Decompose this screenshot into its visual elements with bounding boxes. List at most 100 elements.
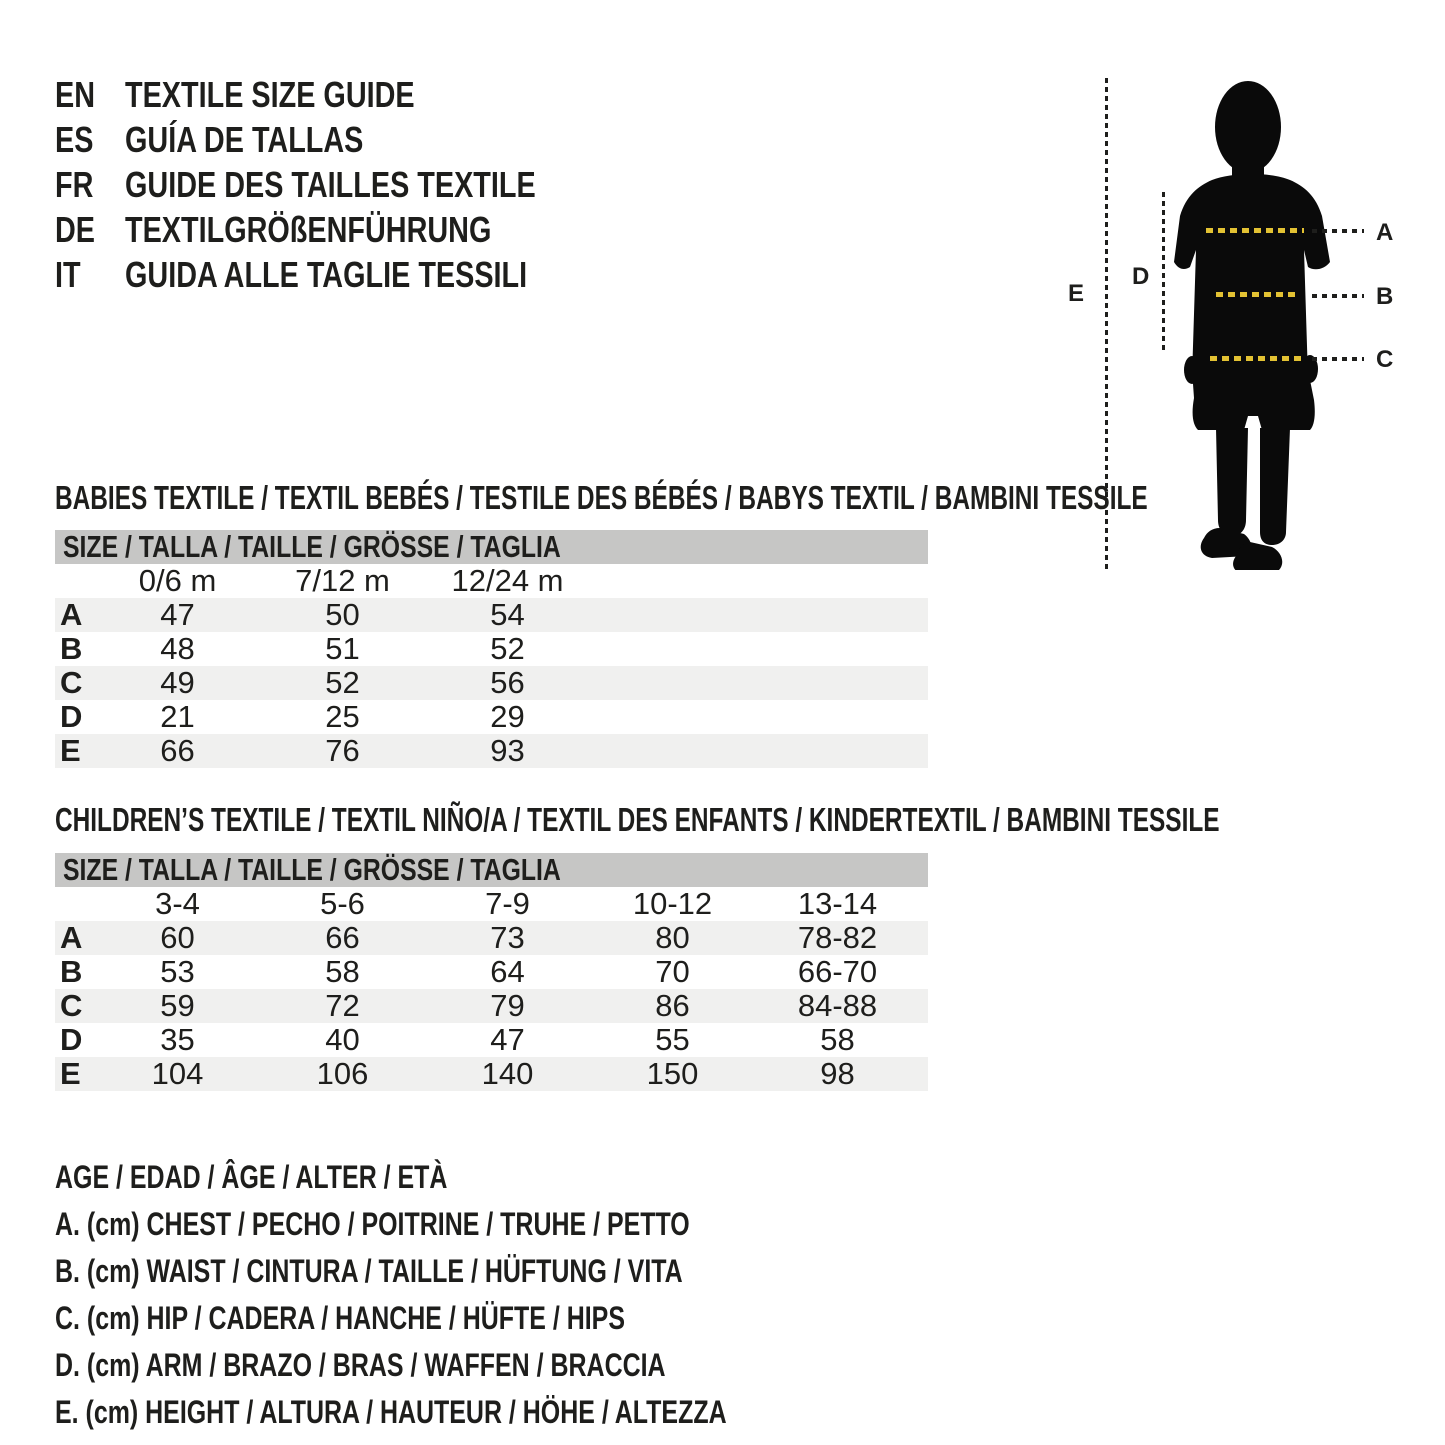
legend-text: A. (cm) CHEST / PECHO / POITRINE / TRUHE… (55, 1206, 690, 1242)
column-header: 5-6 (320, 886, 365, 921)
language-title: GUIDA ALLE TAGLIE TESSILI (125, 254, 528, 295)
size-header-text: SIZE / TALLA / TAILLE / GRÖSSE / TAGLIA (63, 852, 561, 887)
language-code: ES (55, 119, 94, 160)
language-code-cell: IT (55, 252, 125, 297)
column-header: 0/6 m (138, 563, 217, 598)
legend-line: A. (cm) CHEST / PECHO / POITRINE / TRUHE… (55, 1201, 916, 1248)
size-value: 76 (325, 733, 360, 768)
table-row: D 35 40 47 55 58 (55, 1022, 928, 1057)
size-value: 59 (160, 988, 195, 1023)
size-value: 56 (490, 665, 525, 700)
size-value: 60 (160, 920, 195, 955)
row-label: C (60, 665, 83, 700)
table-row: A 60 66 73 80 78-82 (55, 920, 928, 955)
silhouette-head (1215, 81, 1281, 173)
column-header: 7-9 (485, 886, 530, 921)
size-value: 104 (151, 1056, 204, 1091)
size-value: 21 (160, 699, 195, 734)
legend-text: AGE / EDAD / ÂGE / ALTER / ETÀ (55, 1159, 448, 1195)
row-label: E (60, 733, 81, 768)
table-row: B 53 58 64 70 66-70 (55, 954, 928, 989)
language-title: GUIDE DES TAILLES TEXTILE (125, 164, 536, 205)
figure-label-d: D (1132, 263, 1150, 290)
size-value: 55 (655, 1022, 690, 1057)
table-row: E 66 76 93 (55, 733, 928, 768)
size-value: 52 (325, 665, 360, 700)
language-code: DE (55, 209, 96, 250)
height-measure-line-e (1105, 78, 1108, 570)
size-value: 66-70 (797, 954, 878, 989)
language-code-cell: FR (55, 162, 125, 207)
table-row: E 104 106 140 150 98 (55, 1056, 928, 1091)
size-header-text: SIZE / TALLA / TAILLE / GRÖSSE / TAGLIA (63, 529, 561, 564)
table-row: B 48 51 52 (55, 631, 928, 666)
size-value: 79 (490, 988, 525, 1023)
size-value: 29 (490, 699, 525, 734)
column-header-row: 3-4 5-6 7-9 10-12 13-14 (55, 886, 928, 921)
babies-heading-text: BABIES TEXTILE / TEXTIL BEBÉS / TESTILE … (55, 479, 1148, 516)
size-value: 47 (490, 1022, 525, 1057)
column-header-row: 0/6 m 7/12 m 12/24 m (55, 563, 928, 598)
size-value: 78-82 (797, 920, 878, 955)
size-value: 48 (160, 631, 195, 666)
size-header-bar: SIZE / TALLA / TAILLE / GRÖSSE / TAGLIA (55, 852, 928, 887)
row-label: B (60, 954, 83, 989)
size-value: 93 (490, 733, 525, 768)
size-value: 140 (481, 1056, 534, 1091)
silhouette-right-shoe (1233, 542, 1283, 570)
child-silhouette (1174, 81, 1330, 570)
row-label: E (60, 1056, 81, 1091)
babies-section-heading: BABIES TEXTILE / TEXTIL BEBÉS / TESTILE … (55, 480, 1445, 516)
size-value: 25 (325, 699, 360, 734)
size-value: 106 (316, 1056, 369, 1091)
children-heading-text: CHILDREN’S TEXTILE / TEXTIL NIÑO/A / TEX… (55, 801, 1220, 838)
silhouette-torso (1174, 174, 1330, 378)
size-value: 49 (160, 665, 195, 700)
language-code: EN (55, 74, 96, 115)
size-value: 64 (490, 954, 525, 989)
size-value: 98 (820, 1056, 855, 1091)
column-header: 12/24 m (451, 563, 564, 598)
measurement-legend: AGE / EDAD / ÂGE / ALTER / ETÀ A. (cm) CH… (55, 1154, 916, 1436)
language-row: DE TEXTILGRÖßENFÜHRUNG (55, 207, 638, 252)
size-value: 66 (160, 733, 195, 768)
language-row: FR GUIDE DES TAILLES TEXTILE (55, 162, 638, 207)
size-value: 53 (160, 954, 195, 989)
column-header: 3-4 (155, 886, 200, 921)
language-code: IT (55, 254, 81, 295)
legend-line: B. (cm) WAIST / CINTURA / TAILLE / HÜFTU… (55, 1248, 916, 1295)
size-value: 73 (490, 920, 525, 955)
language-title-block: EN TEXTILE SIZE GUIDE ES GUÍA DE TALLAS FR GU… (55, 72, 638, 297)
language-row: ES GUÍA DE TALLAS (55, 117, 638, 162)
language-row: IT GUIDA ALLE TAGLIE TESSILI (55, 252, 638, 297)
row-label: D (60, 1022, 83, 1057)
size-header-bar: SIZE / TALLA / TAILLE / GRÖSSE / TAGLIA (55, 529, 928, 564)
size-value: 80 (655, 920, 690, 955)
row-label: C (60, 988, 83, 1023)
children-size-table: SIZE / TALLA / TAILLE / GRÖSSE / TAGLIA … (55, 852, 928, 1091)
table-rows: A 60 66 73 80 78-82 B 53 58 64 70 66-70 C 59 72 79 86 84-… (55, 920, 928, 1091)
leader-line-c (1312, 357, 1364, 361)
figure-label-b: B (1376, 283, 1394, 310)
language-title: TEXTILE SIZE GUIDE (125, 74, 415, 115)
size-value: 86 (655, 988, 690, 1023)
table-rows: A 47 50 54 B 48 51 52 C 49 52 56 D 21 25 29 E 66 76 93 (55, 597, 928, 768)
figure-label-e: E (1068, 280, 1085, 307)
silhouette-shorts (1192, 370, 1315, 430)
size-value: 50 (325, 597, 360, 632)
table-row: A 47 50 54 (55, 597, 928, 632)
language-code-cell: DE (55, 207, 125, 252)
table-row: D 21 25 29 (55, 699, 928, 734)
figure-label-c: C (1376, 346, 1394, 373)
size-value: 84-88 (797, 988, 878, 1023)
size-value: 51 (325, 631, 360, 666)
size-value: 52 (490, 631, 525, 666)
column-header: 13-14 (797, 886, 878, 921)
size-value: 150 (646, 1056, 699, 1091)
language-row: EN TEXTILE SIZE GUIDE (55, 72, 638, 117)
row-label: D (60, 699, 83, 734)
legend-line: AGE / EDAD / ÂGE / ALTER / ETÀ (55, 1154, 916, 1201)
leader-line-a (1312, 229, 1364, 233)
waist-measure-dash-b (1216, 292, 1300, 297)
